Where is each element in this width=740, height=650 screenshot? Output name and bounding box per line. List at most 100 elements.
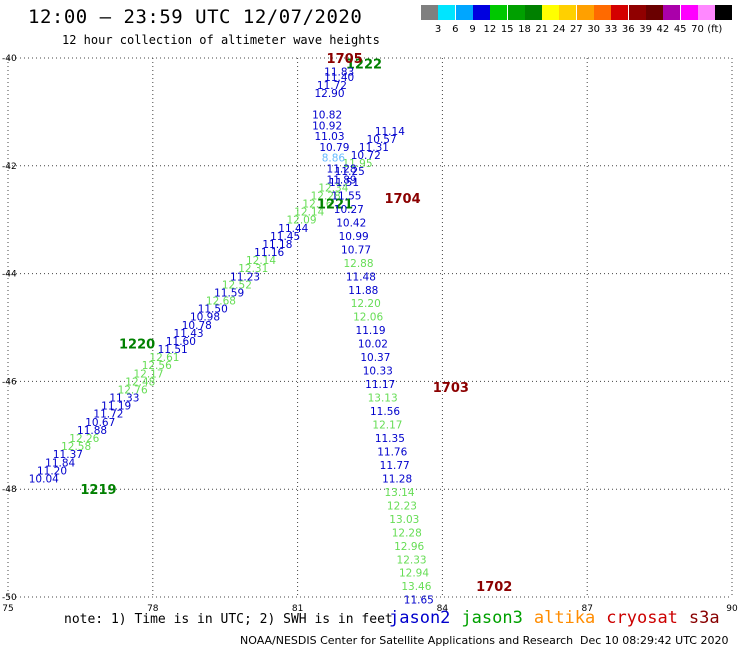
swh-value: 11.89: [327, 174, 357, 186]
swh-value: 12.06: [353, 312, 383, 324]
swh-value: 11.23: [230, 271, 260, 283]
swh-value: 11.84: [45, 457, 75, 469]
swh-value: 11.83: [324, 66, 354, 78]
swh-value: 11.14: [375, 126, 405, 138]
swh-value: 12.20: [351, 298, 381, 310]
swh-value: 10.77: [341, 244, 371, 256]
satellite-legend: jason2 jason3 altika cryosat s3a: [389, 608, 731, 628]
swh-value: 11.19: [101, 401, 131, 413]
scale-label: 21: [535, 24, 549, 35]
swh-value: 11.95: [342, 158, 372, 170]
scale-label: (ft): [707, 24, 723, 35]
scale-swatch: [680, 5, 698, 20]
swh-value: 11.18: [262, 239, 292, 251]
swh-value: 12.26: [69, 433, 99, 445]
legend-jason2: jason2: [389, 608, 451, 628]
footer-credit: NOAA/NESDIS Center for Satellite Applica…: [240, 634, 574, 647]
swh-value: 12.17: [372, 420, 402, 432]
swh-value: 10.02: [358, 339, 388, 351]
time-label: 1219: [80, 483, 116, 498]
swh-value: 10.37: [360, 352, 390, 364]
footer-note: note: 1) Time is in UTC; 2) SWH is in fe…: [64, 612, 393, 627]
scale-label: 6: [452, 24, 459, 35]
swh-value: 12.23: [387, 500, 417, 512]
scale-swatch: [490, 5, 508, 20]
swh-value: 8.86: [322, 153, 346, 165]
swh-value: 12.28: [392, 527, 422, 539]
scale-label: 33: [604, 24, 618, 35]
scale-label: 30: [587, 24, 601, 35]
swh-value: 11.16: [254, 247, 284, 259]
swh-value: 11.50: [198, 304, 228, 316]
legend-cryosat: cryosat: [606, 608, 678, 628]
swh-value: 10.04: [29, 473, 59, 485]
scale-label: 12: [483, 24, 497, 35]
swh-value: 12.34: [318, 182, 348, 194]
y-tick-label: -48: [2, 485, 17, 495]
scale-swatch: [611, 5, 629, 20]
swh-value: 10.79: [319, 142, 349, 154]
swh-value: 11.59: [214, 287, 244, 299]
swh-value: 11.77: [380, 460, 410, 472]
swh-value: 10.57: [367, 134, 397, 146]
scale-swatch: [524, 5, 542, 20]
swh-value: 11.72: [93, 409, 123, 421]
scale-swatch: [628, 5, 646, 20]
scale-label: 3: [434, 24, 442, 35]
swh-value: 11.40: [324, 72, 354, 84]
swh-value: 10.99: [339, 231, 369, 243]
swh-value: 11.65: [404, 595, 434, 607]
scale-swatch: [455, 5, 473, 20]
swh-value: 11.43: [174, 328, 204, 340]
swh-value: 10.92: [312, 120, 342, 132]
time-label: 1220: [119, 338, 155, 353]
swh-value: 12.94: [399, 568, 429, 580]
scale-label: 24: [552, 24, 566, 35]
swh-value: 12.14: [294, 207, 324, 219]
scale-swatch: [594, 5, 611, 20]
scale-label: 70: [691, 24, 704, 35]
swh-value: 12.68: [206, 296, 236, 308]
swh-value: 11.60: [166, 336, 196, 348]
scale-label: 18: [518, 24, 531, 35]
swh-value: 11.72: [317, 80, 347, 92]
scale-swatch: [421, 5, 438, 20]
swh-value: 13.46: [401, 581, 431, 593]
time-label: 1221: [317, 198, 353, 213]
swh-value: 11.45: [270, 231, 300, 243]
swh-value: 11.51: [158, 344, 188, 356]
swh-value: 10.78: [182, 320, 212, 332]
swh-value: 11.33: [109, 393, 139, 405]
scale-swatch: [645, 5, 663, 20]
swh-value: 11.20: [37, 465, 67, 477]
swh-value: 11.17: [365, 379, 395, 391]
swh-value: 12.09: [286, 215, 316, 227]
swh-value: 11.48: [346, 271, 376, 283]
scale-label: 36: [621, 24, 635, 35]
scale-swatch: [559, 5, 577, 20]
swh-value: 12.48: [125, 376, 155, 388]
swh-value: 12.76: [118, 384, 148, 396]
swh-value: 10.82: [312, 110, 342, 122]
footer-timestamp: Dec 10 08:29:42 UTC 2020: [580, 634, 729, 647]
swh-value: 12.56: [142, 360, 172, 372]
swh-value: 11.03: [314, 131, 344, 143]
y-tick-label: -40: [2, 54, 17, 64]
swh-value: 12.17: [133, 368, 163, 380]
swh-value: 11.37: [53, 449, 83, 461]
y-tick-label: -42: [2, 162, 17, 172]
swh-value: 11.25: [335, 166, 365, 178]
swh-value: 10.98: [190, 312, 220, 324]
swh-value: 12.52: [222, 279, 252, 291]
x-tick-label: 78: [147, 604, 159, 614]
swh-value: 10.72: [351, 150, 381, 162]
swh-value: 11.51: [329, 177, 359, 189]
scale-swatch: [438, 5, 456, 20]
x-tick-label: 81: [292, 604, 303, 614]
swh-value: 12.16: [302, 199, 332, 211]
x-tick-label: 84: [437, 604, 449, 614]
scale-label: 9: [469, 24, 476, 35]
swh-value: 12.28: [311, 190, 341, 202]
swh-value: 11.19: [356, 325, 386, 337]
